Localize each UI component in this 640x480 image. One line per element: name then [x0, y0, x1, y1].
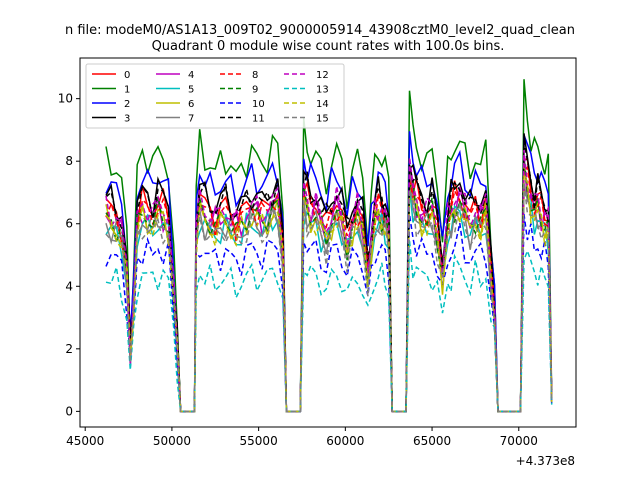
legend-label-11: 11	[252, 114, 265, 125]
x-tick-label: 65000	[413, 434, 451, 448]
legend-label-0: 0	[124, 70, 130, 81]
legend-label-6: 6	[188, 99, 194, 110]
y-tick-label: 0	[65, 404, 73, 418]
legend-label-14: 14	[316, 99, 329, 110]
legend-label-5: 5	[188, 85, 194, 96]
x-tick-label: 45000	[66, 434, 104, 448]
x-tick-label: 60000	[326, 434, 364, 448]
series-layer	[105, 79, 553, 413]
legend-label-7: 7	[188, 114, 194, 125]
y-tick-label: 10	[58, 92, 73, 106]
y-axis: 0 2 4 6 8 10	[58, 92, 80, 418]
series-line-15	[105, 182, 553, 413]
y-tick-label: 8	[65, 154, 73, 168]
legend-label-3: 3	[124, 114, 130, 125]
legend-label-4: 4	[188, 70, 194, 81]
x-offset-label: +4.373e8	[516, 454, 575, 468]
plot-frame	[79, 57, 577, 428]
figure-suptitle: n file: modeM0/AS1A13_009T02_9000005914_…	[65, 23, 575, 38]
legend-label-10: 10	[252, 99, 265, 110]
legend-label-15: 15	[316, 114, 329, 125]
legend-label-12: 12	[316, 70, 329, 81]
x-tick-label: 50000	[153, 434, 191, 448]
x-tick-label: 70000	[500, 434, 538, 448]
legend-label-8: 8	[252, 70, 258, 81]
legend-label-9: 9	[252, 85, 258, 96]
y-tick-label: 2	[65, 342, 73, 356]
x-axis: 45000 50000 55000 60000 65000 70000	[66, 427, 538, 448]
legend-box	[85, 63, 345, 129]
legend-label-13: 13	[316, 85, 329, 96]
y-tick-label: 6	[65, 217, 73, 231]
x-tick-label: 55000	[240, 434, 278, 448]
legend-label-2: 2	[124, 99, 130, 110]
y-tick-label: 4	[65, 279, 73, 293]
legend-label-1: 1	[124, 85, 130, 96]
chart-title: Quadrant 0 module wise count rates with …	[152, 39, 505, 54]
series-line-13	[105, 240, 553, 413]
